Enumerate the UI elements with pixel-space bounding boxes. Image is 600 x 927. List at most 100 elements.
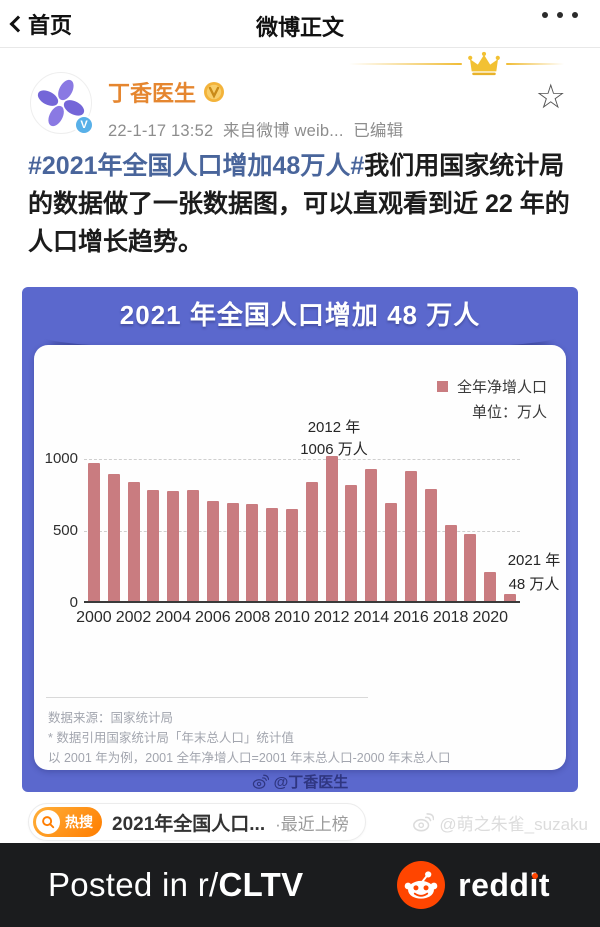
page-title: 微博正文: [255, 15, 345, 40]
bar: [107, 473, 120, 601]
author-name[interactable]: 丁香医生: [108, 81, 197, 106]
subreddit-name: CLTV: [218, 866, 304, 903]
x-tick-label: 2016: [393, 609, 429, 626]
bar: [365, 468, 378, 601]
bar-slot: [302, 459, 322, 601]
x-tick-label: 2010: [274, 609, 310, 626]
back-button[interactable]: 首页: [9, 8, 73, 40]
chart-card: 全年净增人口 单位：万人 2012 年 1006 万人 2021 年 48 万人…: [34, 345, 566, 770]
posted-in-text: Posted in r/CLTV: [48, 866, 304, 903]
bar-slot: [163, 459, 183, 601]
x-tick-label: 2002: [115, 609, 152, 626]
bar: [87, 463, 100, 601]
post-timestamp: 22-1-17 13:52 来自微博 weib... 已编辑: [108, 122, 404, 140]
reddit-wordmark: reddit: [458, 866, 550, 903]
weibo-icon: [413, 813, 435, 832]
bar-slot: [104, 459, 124, 601]
vip-crown-decoration: [349, 50, 564, 78]
x-tick-label: 2014: [353, 609, 390, 626]
x-tick-label: 2008: [234, 609, 271, 626]
bar-plot: 0 500 1000: [45, 450, 520, 611]
chevron-left-icon: [9, 15, 27, 32]
back-label: 首页: [28, 12, 73, 38]
bar-slot: [342, 459, 362, 601]
verified-badge-icon: V: [74, 115, 94, 135]
chart-legend: 全年净增人口: [436, 376, 547, 397]
x-tick-label: 2000: [76, 609, 112, 626]
hot-search-row: 热搜 2021年全国人口... ·最近上榜 @萌之朱雀_suzaku: [28, 802, 592, 842]
bar-slot: [183, 459, 203, 601]
hot-badge-label: 热搜: [65, 814, 93, 830]
gold-line-right: [506, 63, 564, 65]
avatar[interactable]: V: [30, 72, 94, 135]
chart-source-notes: 数据来源：国家统计局 * 数据引用国家统计局「年末总人口」统计值 以 2001 …: [48, 711, 451, 765]
legend-label: 全年净增人口: [456, 379, 547, 396]
bar-slot: [203, 459, 223, 601]
bar-slot: [223, 459, 243, 601]
bar: [266, 507, 279, 601]
post-header: V 丁香医生 22-1-17 13:52 来自微博 weib... 已编辑 ☆: [30, 72, 574, 141]
bar-slot: [381, 459, 401, 601]
chart-credit: @丁香医生: [22, 770, 578, 792]
hot-search-badge: 热搜: [33, 807, 102, 837]
x-tick-label: 2020: [472, 609, 509, 626]
y-tick-label: 1000: [44, 450, 78, 467]
unit-label: 单位：万人: [471, 404, 547, 421]
post-body-text: 我们用国家统计局的数据做了一张数据图，可以直观看到近 22 年的人口增长趋势。: [28, 152, 570, 256]
bar-slot: [480, 459, 500, 601]
watermark: @萌之朱雀_suzaku: [412, 810, 592, 835]
bar: [444, 524, 457, 601]
bar-slot: [460, 459, 480, 601]
reddit-brand: reddit: [397, 861, 550, 909]
footnote-divider: [46, 697, 368, 698]
bar: [503, 594, 516, 601]
bar: [464, 533, 477, 601]
gridline-500: [84, 531, 520, 532]
bar: [206, 501, 219, 601]
bar-slot: [441, 459, 461, 601]
weibo-icon: [252, 774, 269, 789]
bar: [186, 490, 199, 601]
bar: [385, 503, 398, 601]
chart-image[interactable]: 2021 年全国人口增加 48 万人 全年净增人口 单位：万人 2012 年 1…: [22, 287, 578, 792]
gridline-1000: [84, 459, 520, 460]
bar: [286, 508, 299, 601]
bar: [305, 482, 318, 601]
y-tick-label: 0: [69, 594, 78, 611]
bar: [226, 502, 239, 601]
bar-slot: [262, 459, 282, 601]
crown-icon: [468, 51, 500, 76]
bar-slot: [143, 459, 163, 601]
watermark-handle: @萌之朱雀_suzaku: [439, 814, 588, 834]
bar-slot: [401, 459, 421, 601]
x-axis-labels: 2000 2002 2004 2006 2008 2010 2012 2014 2016 2018…: [76, 609, 520, 629]
bar-slot: [361, 459, 381, 601]
bar: [147, 489, 160, 601]
bar: [345, 485, 358, 601]
legend-swatch: [436, 381, 448, 392]
favorite-star-button[interactable]: ☆: [535, 77, 566, 117]
bar: [325, 456, 338, 601]
hashtag-link[interactable]: #2021年全国人口增加48万人#: [28, 152, 365, 180]
bar: [424, 488, 437, 601]
chart-title: 2021 年全国人口增加 48 万人: [119, 300, 481, 330]
bar: [404, 470, 417, 601]
bar-slot: [322, 456, 342, 601]
reddit-banner: Posted in r/CLTV reddit: [0, 843, 600, 927]
more-options-button[interactable]: [542, 12, 578, 18]
reddit-logo-icon: [397, 861, 446, 909]
bar-slot: [500, 459, 520, 601]
bar-slot: [421, 459, 441, 601]
bars-container: [84, 456, 520, 603]
top-nav-bar: 首页 微博正文: [0, 0, 600, 48]
dxy-clover-logo-icon: [37, 79, 85, 127]
reddit-i-dot: [532, 872, 538, 879]
bar-slot: [282, 459, 302, 601]
hot-search-pill[interactable]: 热搜 2021年全国人口... ·最近上榜: [28, 803, 366, 841]
search-icon: [42, 816, 55, 829]
annotation-2021: 2021 年 48 万人: [507, 552, 561, 593]
y-tick-label: 500: [52, 522, 78, 539]
credit-handle: @丁香医生: [273, 773, 349, 791]
bar: [246, 504, 259, 601]
bar: [127, 482, 140, 601]
